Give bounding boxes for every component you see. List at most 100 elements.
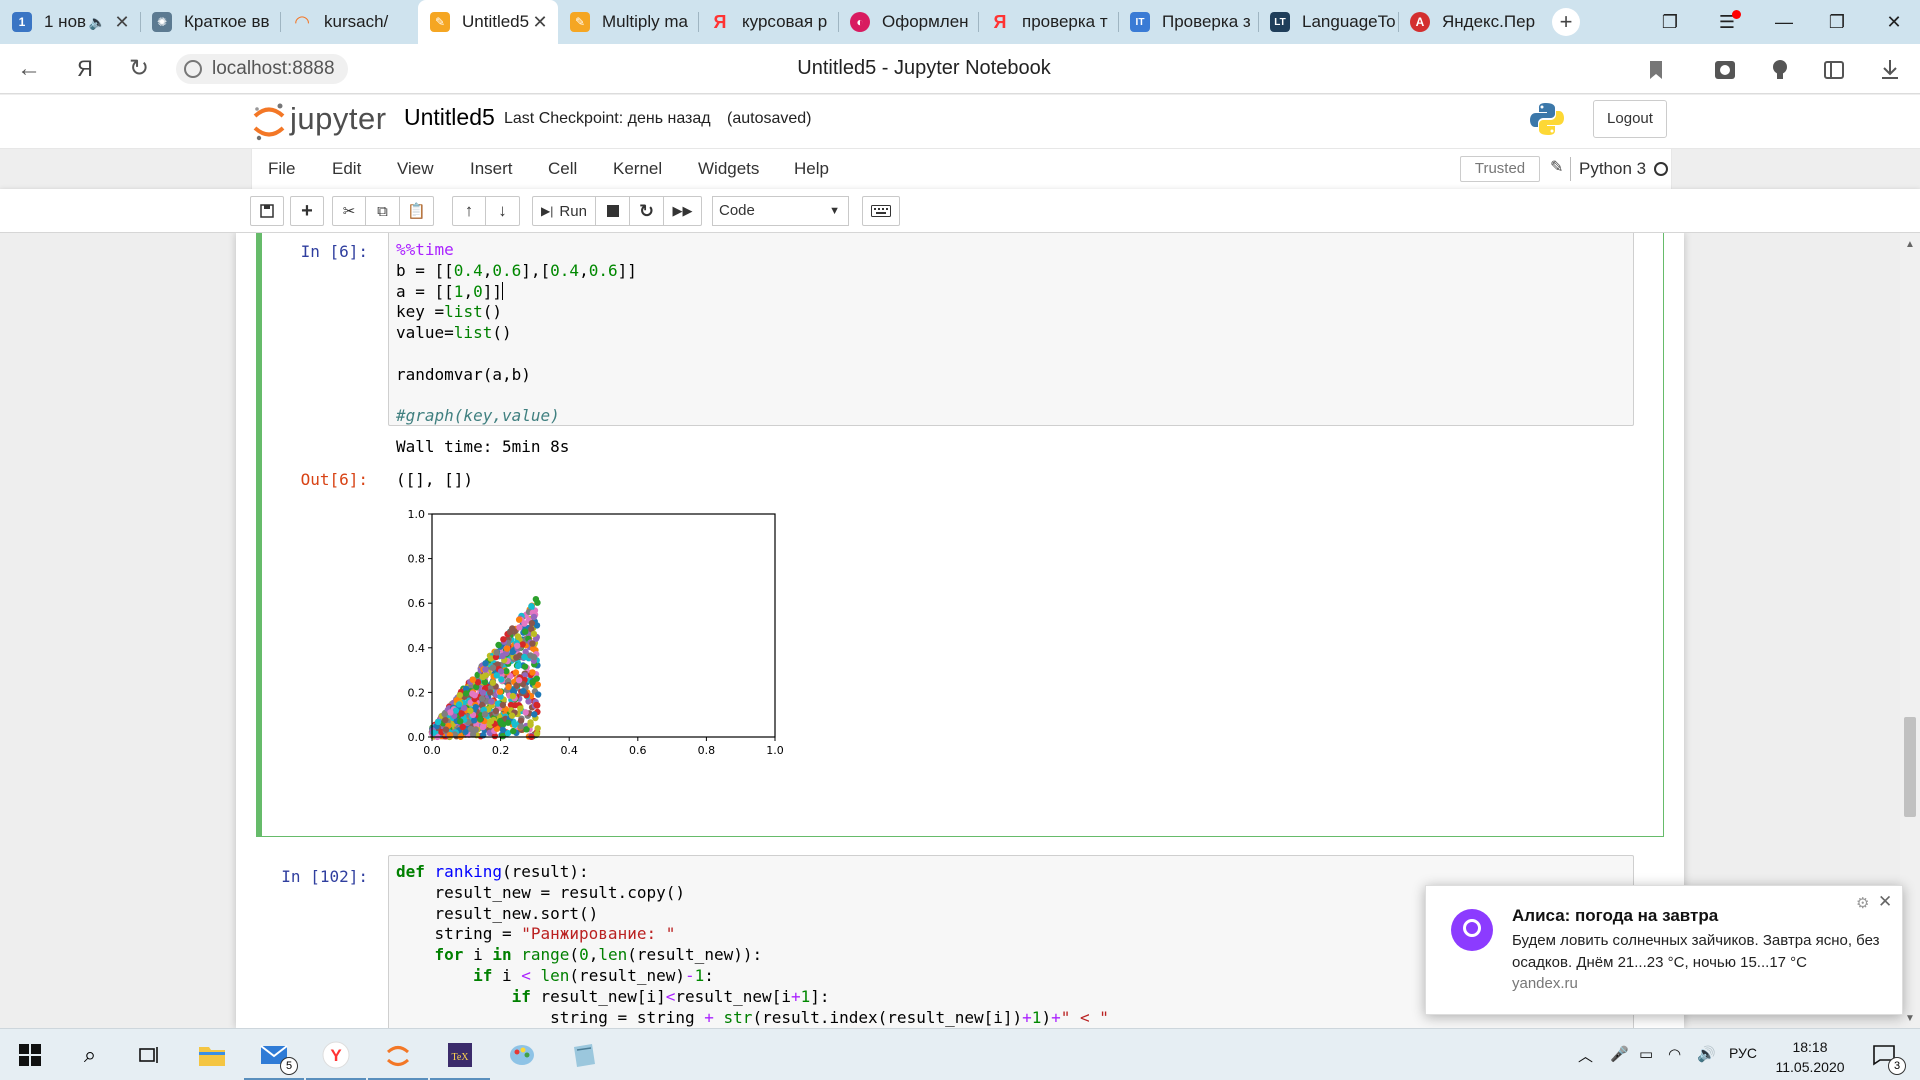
scrollbar-thumb[interactable] — [1904, 717, 1916, 817]
tab-label: Оформлен — [882, 12, 969, 31]
page-scrollbar[interactable]: ▲ ▼ — [1900, 233, 1920, 1028]
task-view-icon[interactable] — [130, 1035, 170, 1075]
code-cell-selected[interactable]: In [6]: %%time b = [[0.4,0.6],[0.4,0.6]]… — [256, 233, 1664, 837]
paint-icon[interactable] — [502, 1035, 542, 1075]
yandex-browser-icon[interactable]: Y — [306, 1035, 366, 1080]
jupyter-taskbar-icon[interactable] — [368, 1035, 428, 1080]
wifi-icon[interactable]: ◠ — [1668, 1046, 1682, 1063]
url-field[interactable]: localhost:8888 — [176, 54, 348, 84]
collections-icon[interactable]: ❐ — [1661, 12, 1679, 32]
menu-widgets[interactable]: Widgets — [698, 159, 760, 178]
browser-tab-2[interactable]: ✺ Краткое вв — [140, 0, 280, 44]
battery-icon[interactable]: ▭ — [1639, 1046, 1654, 1063]
mail-icon[interactable]: 5 — [244, 1035, 304, 1080]
start-button[interactable] — [10, 1035, 50, 1075]
browser-tab-1[interactable]: 1 1 нов 🔈 ✕ — [0, 0, 140, 44]
scatter-point — [514, 633, 522, 640]
browser-tab-11[interactable]: A Яндекс.Пер — [1398, 0, 1538, 44]
insert-cell-button[interactable]: + — [290, 196, 324, 226]
menu-icon[interactable]: ☰ — [1704, 0, 1750, 44]
clock[interactable]: 18:18 11.05.2020 — [1770, 1037, 1850, 1077]
browser-tab-5[interactable]: ✎ Multiply ma — [558, 0, 698, 44]
tray-chevron-icon[interactable]: ︿ — [1578, 1048, 1594, 1065]
menu-insert[interactable]: Insert — [470, 159, 513, 178]
command-palette-button[interactable] — [862, 196, 900, 226]
menu-view[interactable]: View — [397, 159, 434, 178]
download-icon[interactable] — [1876, 56, 1904, 84]
menu-file[interactable]: File — [268, 159, 296, 178]
scroll-up-icon[interactable]: ▲ — [1905, 239, 1915, 250]
trusted-badge[interactable]: Trusted — [1460, 156, 1540, 182]
microphone-icon[interactable]: 🎤 — [1610, 1046, 1629, 1063]
menu-cell[interactable]: Cell — [548, 159, 578, 178]
browser-tab-8[interactable]: Я проверка т — [978, 0, 1118, 44]
input-language[interactable]: РУС — [1729, 1045, 1758, 1061]
code-text[interactable]: %%time b = [[0.4,0.6],[0.4,0.6]] a = [[1… — [396, 240, 637, 427]
action-center-icon[interactable]: 3 — [1864, 1035, 1906, 1075]
paste-button[interactable]: 📋 — [400, 196, 434, 226]
notes-app-icon[interactable] — [564, 1035, 604, 1075]
speaker-icon[interactable]: 🔈 — [88, 13, 106, 30]
cell-type-select[interactable]: Code ▼ — [712, 196, 849, 226]
search-icon[interactable]: ⌕ — [83, 1042, 97, 1067]
extension-icon[interactable] — [1711, 56, 1739, 84]
logout-button[interactable]: Logout — [1593, 100, 1667, 138]
cell-type-value: Code — [719, 202, 755, 219]
arrow-up-icon: ↑ — [464, 201, 474, 220]
move-down-button[interactable]: ↓ — [486, 196, 520, 226]
menu-edit[interactable]: Edit — [332, 159, 362, 178]
restart-button[interactable]: ↻ — [630, 196, 664, 226]
close-icon[interactable]: ✕ — [532, 11, 548, 32]
run-button[interactable]: ▶| Run — [532, 196, 596, 226]
minimize-icon[interactable]: — — [1775, 12, 1793, 32]
cut-button[interactable]: ✂ — [332, 196, 366, 226]
tab-label: Краткое вв — [184, 12, 270, 31]
reload-icon[interactable]: ↻ — [128, 55, 150, 82]
jupyter-logo[interactable]: jupyter — [252, 101, 390, 141]
close-window-icon[interactable]: ✕ — [1886, 12, 1902, 32]
restore-icon[interactable]: ❐ — [1828, 12, 1846, 32]
scroll-down-icon[interactable]: ▼ — [1905, 1013, 1915, 1024]
tex-editor-icon[interactable]: TeX — [430, 1035, 490, 1080]
code-editor[interactable]: %%time b = [[0.4,0.6],[0.4,0.6]] a = [[1… — [388, 233, 1634, 426]
gear-icon[interactable]: ⚙ — [1856, 895, 1870, 912]
kernel-name[interactable]: Python 3 — [1579, 159, 1647, 178]
move-up-button[interactable]: ↑ — [452, 196, 486, 226]
browser-tab-9[interactable]: IT Проверка з — [1118, 0, 1258, 44]
alice-notification[interactable]: Алиса: погода на завтра Будем ловить сол… — [1425, 885, 1903, 1015]
code-text[interactable]: def ranking(result): result_new = result… — [396, 862, 1109, 1028]
restart-run-all-button[interactable]: ▶▶ — [664, 196, 702, 226]
scatter-point — [513, 642, 521, 649]
tab-label: Яндекс.Пер — [1442, 12, 1536, 31]
close-icon[interactable]: ✕ — [114, 11, 130, 32]
lightbulb-icon[interactable] — [1766, 56, 1794, 84]
browser-tab-6[interactable]: Я курсовая р — [698, 0, 838, 44]
scatter-point — [510, 727, 517, 735]
new-tab-button[interactable]: + — [1552, 8, 1580, 36]
it-icon: IT — [1130, 12, 1150, 32]
interrupt-button[interactable] — [596, 196, 630, 226]
file-explorer-icon[interactable] — [192, 1035, 232, 1075]
sidebar-icon[interactable] — [1820, 56, 1848, 84]
save-button[interactable] — [250, 196, 284, 226]
pencil-icon[interactable]: ✎ — [1550, 159, 1564, 176]
browser-tab-3[interactable]: ◠ kursach/ — [280, 0, 420, 44]
close-icon[interactable]: ✕ — [1878, 892, 1893, 911]
volume-icon[interactable]: 🔊 — [1697, 1046, 1716, 1063]
scatter-point — [498, 676, 505, 683]
yandex-home-icon[interactable]: Я — [77, 56, 93, 81]
browser-tab-4[interactable]: ✎ Untitled5 ✕ — [418, 0, 558, 44]
tab-label: Проверка з — [1162, 12, 1251, 31]
copy-button[interactable]: ⧉ — [366, 196, 400, 226]
scatter-point — [469, 676, 477, 683]
scatter-point — [442, 716, 449, 724]
bookmark-icon[interactable] — [1642, 56, 1670, 84]
clock-time: 18:18 — [1792, 1039, 1828, 1055]
browser-tab-10[interactable]: LT LanguageTo — [1258, 0, 1398, 44]
menu-kernel[interactable]: Kernel — [613, 159, 663, 178]
back-icon[interactable]: ← — [17, 55, 41, 82]
tab-label: LanguageTo — [1302, 12, 1396, 31]
notebook-name[interactable]: Untitled5 — [404, 104, 495, 130]
menu-help[interactable]: Help — [794, 159, 829, 178]
browser-tab-7[interactable]: ◐ Оформлен — [838, 0, 978, 44]
